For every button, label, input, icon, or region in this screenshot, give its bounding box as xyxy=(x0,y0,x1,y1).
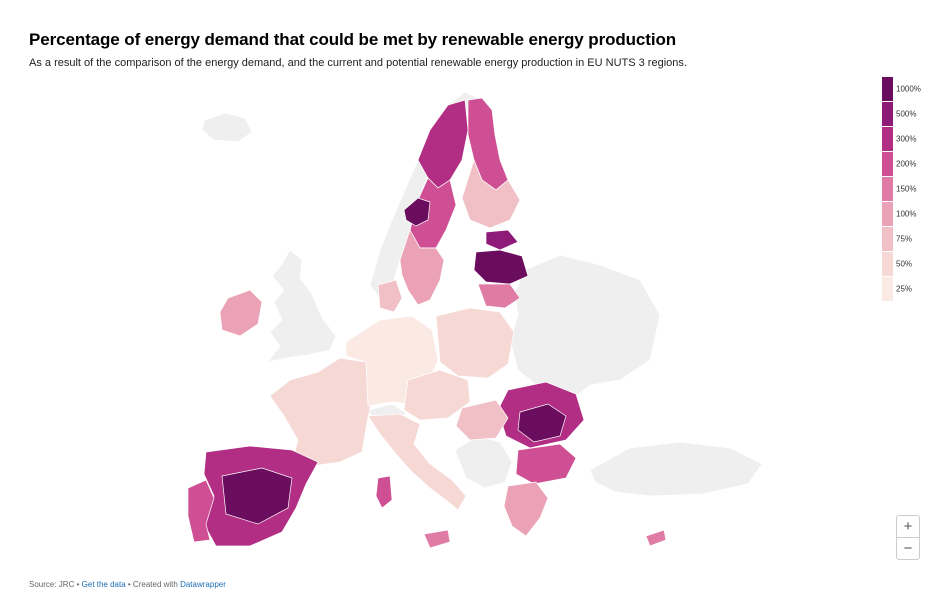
legend-tick xyxy=(882,250,893,252)
legend-tick xyxy=(882,126,893,128)
region-romania-central[interactable]: Romania Central xyxy=(517,403,567,443)
legend-label: 150% xyxy=(896,184,917,194)
region-finland-south[interactable]: Finland South xyxy=(461,158,521,229)
region-czechia-austria[interactable]: Czechia-Austria xyxy=(403,369,471,421)
region-cyprus[interactable]: Cyprus xyxy=(645,529,667,547)
region-greece[interactable]: Greece xyxy=(503,481,549,537)
color-legend: 1000% 500% 300% 200% 150% 100% 75% 50% 25% xyxy=(882,77,942,302)
legend-label: 75% xyxy=(896,234,913,244)
created-with-text: • Created with xyxy=(127,580,178,589)
legend-swatch xyxy=(882,226,893,252)
legend-label: 100% xyxy=(896,209,917,219)
datawrapper-link[interactable]: Datawrapper xyxy=(180,580,226,589)
legend-swatch xyxy=(882,101,893,127)
legend-tick xyxy=(882,176,893,178)
legend-swatch xyxy=(882,176,893,202)
legend-swatch xyxy=(882,251,893,277)
separator: • xyxy=(76,580,80,589)
europe-map[interactable]: Iceland Norway United Kingdom Russia-Bel… xyxy=(0,80,860,570)
legend-swatch xyxy=(882,151,893,177)
region-sweden-jamtland[interactable]: Sweden Jamtland xyxy=(403,197,431,227)
chart-subtitle: As a result of the comparison of the ene… xyxy=(29,57,687,69)
zoom-in-button[interactable]: + xyxy=(903,518,913,535)
region-russia-belarus-ukraine[interactable]: Russia-Belarus-Ukraine xyxy=(509,254,661,401)
region-denmark[interactable]: Denmark xyxy=(377,279,403,313)
legend-swatch xyxy=(882,201,893,227)
legend-tick xyxy=(882,151,893,153)
region-estonia[interactable]: Estonia xyxy=(485,229,519,251)
legend-tick xyxy=(882,200,893,202)
legend-swatch xyxy=(882,77,893,102)
legend-label: 500% xyxy=(896,109,917,119)
region-portugal[interactable]: Portugal xyxy=(187,479,215,543)
region-sardinia[interactable]: Sardinia xyxy=(375,475,393,509)
legend-tick xyxy=(882,275,893,277)
region-balkans[interactable]: Balkans xyxy=(454,435,513,489)
region-lithuania[interactable]: Lithuania xyxy=(477,283,521,309)
legend-tick xyxy=(882,225,893,227)
legend-label: 50% xyxy=(896,259,913,269)
region-sicily[interactable]: Sicily xyxy=(423,529,451,549)
region-italy[interactable]: Italy xyxy=(367,413,467,511)
legend-tick xyxy=(882,300,893,302)
legend-swatch xyxy=(882,276,893,301)
legend-label: 200% xyxy=(896,159,917,169)
source-text: Source: JRC xyxy=(29,580,75,589)
get-data-link[interactable]: Get the data xyxy=(81,580,126,589)
region-hungary[interactable]: Hungary xyxy=(455,399,509,441)
legend-tick xyxy=(882,101,893,103)
region-poland[interactable]: Poland xyxy=(435,307,515,379)
legend-label: 300% xyxy=(896,134,917,144)
region-iceland[interactable]: Iceland xyxy=(201,112,253,143)
legend-swatch xyxy=(882,126,893,152)
region-ireland[interactable]: Ireland xyxy=(219,289,263,337)
region-turkey[interactable]: Turkey xyxy=(589,441,763,497)
region-bulgaria[interactable]: Bulgaria xyxy=(515,443,577,485)
legend-label: 25% xyxy=(896,284,913,294)
zoom-controls: + − xyxy=(896,515,920,560)
zoom-out-button[interactable]: − xyxy=(897,537,919,559)
footer: Source: JRC • Get the data • Created wit… xyxy=(29,580,226,589)
map-container[interactable]: Iceland Norway United Kingdom Russia-Bel… xyxy=(0,80,860,570)
region-france[interactable]: France xyxy=(269,357,381,467)
region-united-kingdom[interactable]: United Kingdom xyxy=(267,249,337,363)
region-latvia[interactable]: Latvia xyxy=(473,249,529,285)
region-sweden-south[interactable]: Sweden South xyxy=(399,229,445,306)
region-spain-central[interactable]: Spain Central xyxy=(221,467,293,525)
legend-label: 1000% xyxy=(896,84,921,94)
chart-title: Percentage of energy demand that could b… xyxy=(29,30,677,49)
